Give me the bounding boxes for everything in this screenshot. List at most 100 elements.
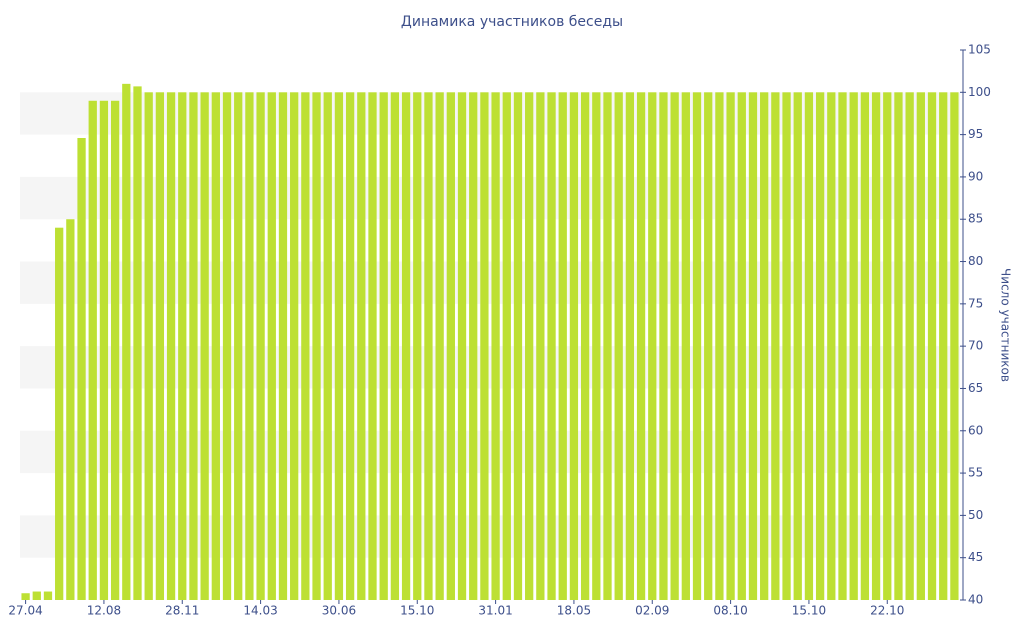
bar	[905, 92, 914, 601]
bar	[569, 92, 579, 601]
bar	[234, 92, 243, 601]
bar	[491, 92, 500, 601]
bar	[513, 92, 523, 601]
y-tick-label: 95	[968, 127, 983, 141]
y-tick-label: 80	[968, 254, 983, 268]
x-tick-label: 30.06	[322, 604, 356, 618]
chart-title: Динамика участников беседы	[401, 14, 623, 30]
bar	[166, 92, 176, 601]
bar	[793, 92, 802, 601]
x-tick-label: 18.05	[557, 604, 591, 618]
bar	[413, 92, 422, 601]
x-tick-label: 22.10	[870, 604, 904, 618]
bar	[178, 92, 187, 601]
x-tick-label: 15.10	[400, 604, 434, 618]
bar	[267, 92, 276, 601]
band	[20, 430, 960, 474]
y-tick-label: 45	[968, 550, 983, 564]
bar	[435, 92, 444, 601]
bar	[256, 92, 265, 601]
bar	[144, 92, 153, 601]
bar	[726, 92, 735, 601]
y-tick-label: 55	[968, 466, 983, 480]
bar	[760, 92, 769, 601]
bar	[927, 92, 937, 601]
bar	[446, 92, 455, 601]
bar	[155, 92, 165, 601]
y-tick-label: 90	[968, 169, 983, 183]
bar	[278, 92, 288, 601]
bar	[21, 593, 30, 600]
bar	[368, 92, 377, 601]
bar	[748, 92, 758, 601]
bar	[457, 92, 467, 601]
y-tick-label: 60	[968, 423, 983, 437]
y-tick-label: 70	[968, 339, 983, 353]
bar	[670, 92, 679, 601]
bar	[648, 92, 657, 601]
y-tick-label: 75	[968, 296, 983, 310]
band	[20, 515, 960, 558]
bar	[883, 92, 892, 601]
bar	[55, 227, 64, 600]
bar	[704, 92, 713, 601]
bar	[312, 92, 321, 601]
bar	[827, 92, 836, 601]
bar	[871, 92, 881, 601]
bar	[222, 92, 232, 601]
y-tick-label: 40	[968, 593, 983, 607]
bar	[211, 92, 220, 601]
x-tick-label: 15.10	[792, 604, 826, 618]
bar	[357, 92, 366, 601]
bar	[189, 92, 198, 601]
band	[20, 176, 960, 220]
bar	[692, 92, 702, 601]
bar	[782, 92, 791, 601]
bar	[43, 591, 53, 600]
y-tick-label: 100	[968, 85, 991, 99]
bar	[77, 138, 86, 600]
bar	[681, 92, 690, 601]
bar	[200, 92, 209, 601]
bar	[390, 92, 400, 601]
y-tick-label: 65	[968, 381, 983, 395]
bar	[625, 92, 635, 601]
bar	[636, 92, 646, 601]
bar	[715, 92, 724, 601]
x-tick-label: 12.08	[87, 604, 121, 618]
bar	[894, 92, 903, 601]
y-tick-label: 50	[968, 508, 983, 522]
bar	[860, 92, 870, 601]
band	[20, 92, 960, 135]
bar	[290, 92, 299, 601]
bar	[88, 100, 97, 601]
bar	[502, 92, 511, 601]
bar	[950, 92, 959, 601]
bar	[614, 92, 623, 601]
bar	[536, 92, 545, 601]
bar	[815, 92, 825, 601]
y-tick-label: 105	[968, 43, 991, 57]
bar	[547, 92, 556, 601]
bar	[480, 92, 489, 601]
y-tick-label: 85	[968, 212, 983, 226]
bar	[110, 100, 120, 601]
band	[20, 346, 960, 389]
bar	[737, 92, 746, 601]
bar	[323, 92, 332, 601]
bar	[122, 83, 131, 601]
bar	[133, 86, 142, 600]
bar	[424, 92, 433, 601]
bar	[838, 92, 847, 601]
bar	[916, 92, 925, 601]
x-tick-label: 02.09	[635, 604, 669, 618]
bar	[558, 92, 567, 601]
bar	[603, 92, 612, 601]
bar	[469, 92, 478, 601]
x-tick-label: 31.01	[478, 604, 512, 618]
bar	[66, 219, 75, 600]
bar	[804, 92, 814, 601]
x-tick-label: 27.04	[8, 604, 42, 618]
bar	[580, 92, 590, 601]
